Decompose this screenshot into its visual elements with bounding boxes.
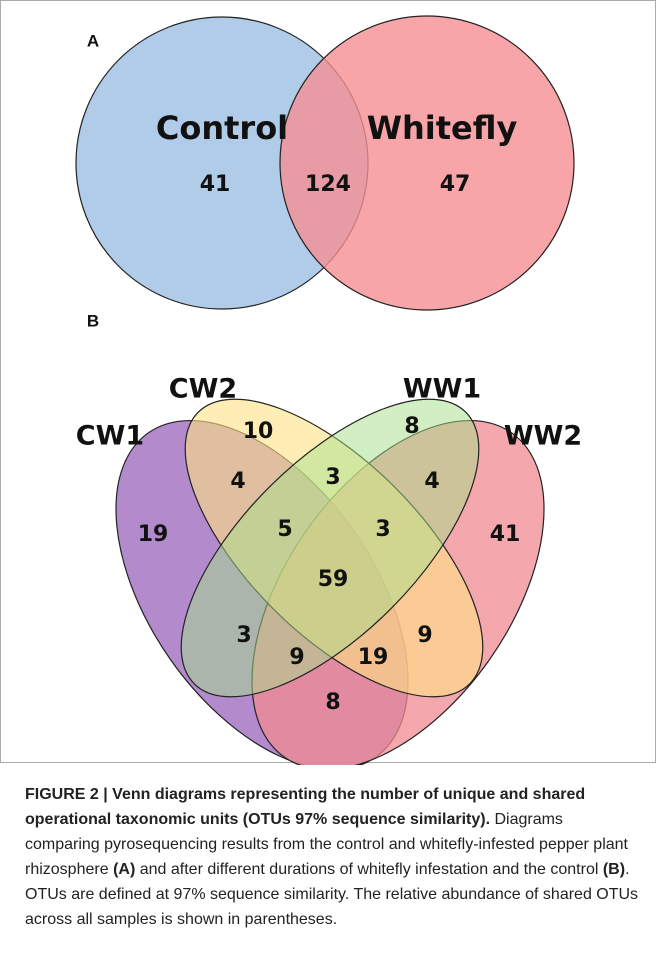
caption-ref: (A) — [113, 861, 136, 878]
set-label: Whitefly — [367, 109, 518, 147]
count: 124 — [305, 172, 351, 197]
set-label: CW1 — [76, 421, 144, 452]
set-label: Control — [156, 109, 288, 147]
whitefly-circle — [279, 15, 575, 311]
caption-text: . OTUs are defined at 97% sequence simil… — [25, 861, 639, 928]
count: 9 — [417, 623, 432, 648]
count: 3 — [375, 517, 390, 542]
caption-ref: (B) — [602, 861, 626, 878]
count: 5 — [277, 517, 292, 542]
count: 47 — [440, 172, 471, 197]
count: 8 — [404, 414, 419, 439]
count: 41 — [200, 172, 231, 197]
caption: FIGURE 2 | Venn diagrams representing th… — [25, 782, 640, 932]
count: 41 — [490, 522, 521, 547]
count: 19 — [358, 645, 389, 670]
figure: A Control Whitefly 41 124 47 B CW1 CW2 W… — [0, 0, 656, 765]
set-label: WW1 — [403, 374, 481, 405]
ww1-ellipse — [180, 398, 480, 698]
caption-title: FIGURE 2 | Venn diagrams representing th… — [25, 786, 586, 828]
panel-label: B — [87, 311, 99, 330]
panel-label: A — [87, 31, 99, 50]
caption-text: Diagrams comparing pyrosequencing result… — [25, 811, 628, 878]
caption-text: and after different durations of whitefl… — [139, 861, 599, 878]
count: 3 — [325, 465, 340, 490]
count: 19 — [138, 522, 169, 547]
count: 59 — [318, 567, 349, 592]
set-label: WW2 — [504, 421, 582, 452]
count: 4 — [424, 469, 439, 494]
count: 3 — [236, 623, 251, 648]
count: 4 — [230, 469, 245, 494]
count: 9 — [289, 645, 304, 670]
count: 10 — [243, 419, 274, 444]
count: 8 — [325, 690, 340, 715]
set-label: CW2 — [169, 374, 237, 405]
